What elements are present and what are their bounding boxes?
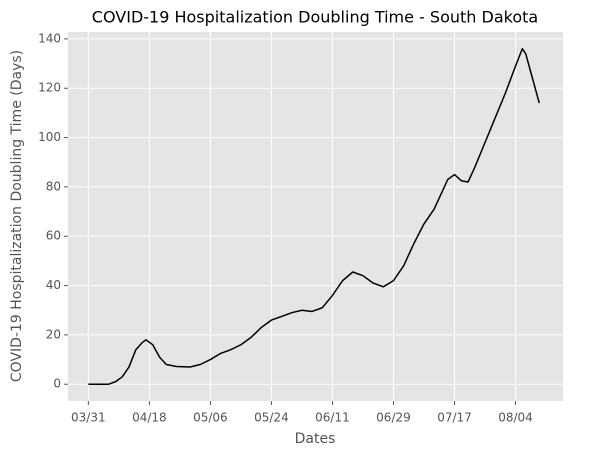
x-axis-label: Dates bbox=[295, 431, 336, 447]
x-tick-label: 07/17 bbox=[437, 411, 472, 425]
x-tick-label: 06/11 bbox=[315, 411, 350, 425]
y-tick-label: 100 bbox=[38, 130, 61, 144]
chart-title: COVID-19 Hospitalization Doubling Time -… bbox=[92, 8, 538, 27]
y-tick-label: 80 bbox=[46, 179, 61, 193]
x-tick-label: 03/31 bbox=[71, 411, 106, 425]
plot-area bbox=[68, 32, 563, 401]
y-tick-label: 20 bbox=[46, 327, 61, 341]
y-tick-label: 40 bbox=[46, 278, 61, 292]
x-tick-label: 08/04 bbox=[498, 411, 533, 425]
y-tick-label: 60 bbox=[46, 229, 61, 243]
x-tick-label: 05/24 bbox=[254, 411, 289, 425]
line-series bbox=[88, 48, 540, 385]
y-axis-label: COVID-19 Hospitalization Doubling Time (… bbox=[9, 50, 25, 382]
x-tick-label: 06/29 bbox=[376, 411, 411, 425]
x-tick-label: 04/18 bbox=[132, 411, 167, 425]
y-tick-label: 0 bbox=[53, 377, 61, 391]
y-tick-label: 120 bbox=[38, 81, 61, 95]
y-tick-label: 140 bbox=[38, 31, 61, 45]
x-tick-label: 05/06 bbox=[193, 411, 228, 425]
